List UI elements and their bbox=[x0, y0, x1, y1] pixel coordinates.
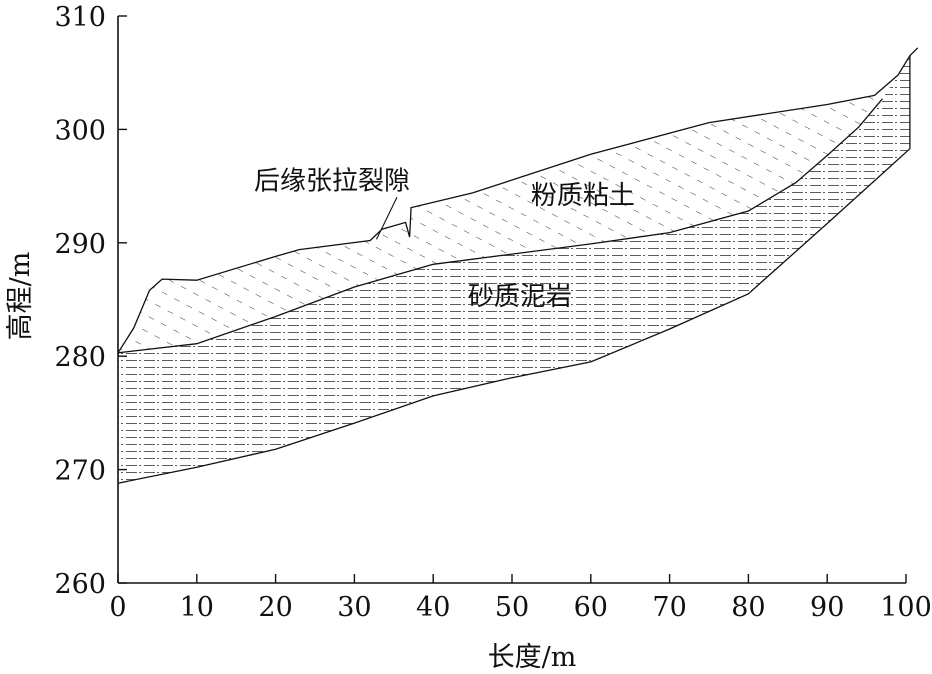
x-tick-label: 10 bbox=[180, 592, 214, 623]
tension-crack-annotation: 后缘张拉裂隙 bbox=[254, 166, 410, 240]
y-ticks: 260 270 280 290 300 310 bbox=[54, 2, 127, 600]
x-tick-label: 70 bbox=[652, 592, 686, 623]
region-label-silty-clay: 粉质粘土 bbox=[531, 181, 635, 211]
x-tick-label: 60 bbox=[574, 592, 608, 623]
sandy-mudstone-layer bbox=[118, 55, 910, 484]
soil-rock-interface-line bbox=[117, 98, 883, 354]
region-label-sandy-mudstone: 砂质泥岩 bbox=[468, 282, 572, 312]
y-axis-title: 高程/m bbox=[5, 252, 36, 341]
x-axis-title: 长度/m bbox=[488, 642, 577, 673]
region-labels: 粉质粘土 砂质泥岩 bbox=[468, 181, 635, 312]
x-tick-label: 40 bbox=[416, 592, 450, 623]
y-tick-label: 260 bbox=[54, 569, 106, 600]
y-tick-label: 290 bbox=[54, 229, 106, 260]
annotation-label: 后缘张拉裂隙 bbox=[254, 166, 410, 196]
x-tick-label: 0 bbox=[109, 592, 126, 623]
y-tick-label: 270 bbox=[54, 456, 106, 487]
x-ticks: 0 10 20 30 40 50 60 70 80 90 100 bbox=[109, 574, 932, 623]
x-tick-label: 100 bbox=[880, 592, 932, 623]
annotation-leader-line bbox=[375, 197, 398, 240]
y-tick-label: 310 bbox=[54, 2, 106, 33]
mudstone-bottom-line bbox=[117, 148, 911, 484]
y-tick-label: 300 bbox=[54, 115, 106, 146]
y-tick-label: 280 bbox=[54, 342, 106, 373]
silty-clay-layer bbox=[118, 95, 883, 353]
axes: 0 10 20 30 40 50 60 70 80 90 100 260 270 280 290 300 31… bbox=[54, 2, 931, 623]
x-tick-label: 80 bbox=[731, 592, 765, 623]
x-tick-label: 90 bbox=[810, 592, 844, 623]
x-tick-label: 50 bbox=[495, 592, 529, 623]
x-tick-label: 30 bbox=[337, 592, 371, 623]
strata-layers bbox=[117, 47, 919, 484]
ground-surface-line bbox=[117, 47, 919, 354]
x-tick-label: 20 bbox=[258, 592, 292, 623]
